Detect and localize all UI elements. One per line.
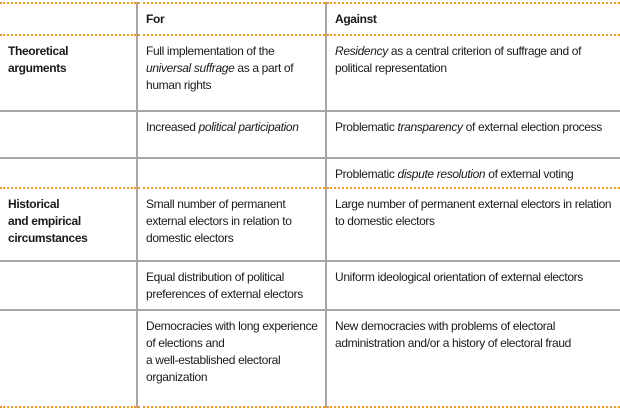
header-for: For	[136, 3, 326, 35]
row-label	[0, 157, 137, 188]
cell-text: of external election process	[462, 120, 603, 134]
cell-against: Uniform ideological orientation of exter…	[325, 260, 620, 310]
cell-against: Large number of permanent external elect…	[325, 187, 620, 261]
cell-text: Large number of permanent external elect…	[335, 197, 612, 228]
table-row: Historical and empirical circumstances Sm…	[0, 187, 620, 261]
cell-text: Problematic	[335, 167, 398, 181]
cell-text: of external voting	[485, 167, 574, 181]
cell-for: Small number of permanent external elect…	[136, 187, 326, 261]
cell-for: Democracies with long experience of elec…	[136, 309, 326, 407]
cell-against: Problematic transparency of external ele…	[325, 110, 620, 158]
table-row: Problematic dispute resolution of extern…	[0, 157, 620, 188]
emphasis-text: universal suffrage	[146, 61, 235, 75]
table-row: Equal distribution of political preferen…	[0, 260, 620, 310]
table-row: Democracies with long experience of elec…	[0, 309, 620, 407]
cell-text: as a part of human rights	[146, 61, 294, 92]
emphasis-text: dispute resolution	[397, 167, 486, 181]
row-label	[0, 110, 137, 158]
emphasis-text: transparency	[397, 120, 464, 134]
cell-against: Residency as a central criterion of suff…	[325, 35, 620, 111]
header-against: Against	[325, 3, 620, 35]
row-label: Theoretical arguments	[8, 44, 69, 75]
cell-text: New democracies with problems of elector…	[335, 319, 571, 350]
cell-text: Democracies with long experience of elec…	[146, 319, 318, 384]
cell-text: Full implementation of the	[146, 44, 275, 58]
row-label: Historical and empirical circumstances	[0, 187, 137, 261]
header-empty	[0, 3, 137, 35]
cell-text: Small number of permanent external elect…	[146, 197, 292, 245]
cell-for	[136, 157, 326, 188]
cell-against: New democracies with problems of elector…	[325, 309, 620, 407]
emphasis-text: Residency	[335, 44, 388, 58]
table-row: Theoretical arguments Full implementation…	[0, 35, 620, 111]
table-row: Increased political participation Problem…	[0, 110, 620, 158]
row-label	[0, 309, 137, 407]
row-label	[0, 260, 137, 310]
cell-text: Problematic	[335, 120, 398, 134]
cell-for: Full implementation of the universal suf…	[136, 35, 326, 111]
emphasis-text: political participation	[198, 120, 299, 134]
cell-text: Increased	[146, 120, 199, 134]
table-header-row: For Against	[0, 3, 620, 35]
cell-text: Equal distribution of political preferen…	[146, 270, 303, 301]
cell-for: Equal distribution of political preferen…	[136, 260, 326, 310]
cell-text: as a central criterion of suffrage and o…	[335, 44, 582, 75]
cell-text: Uniform ideological orientation of exter…	[335, 270, 583, 284]
cell-for: Increased political participation	[136, 110, 326, 158]
cell-against: Problematic dispute resolution of extern…	[325, 157, 620, 188]
